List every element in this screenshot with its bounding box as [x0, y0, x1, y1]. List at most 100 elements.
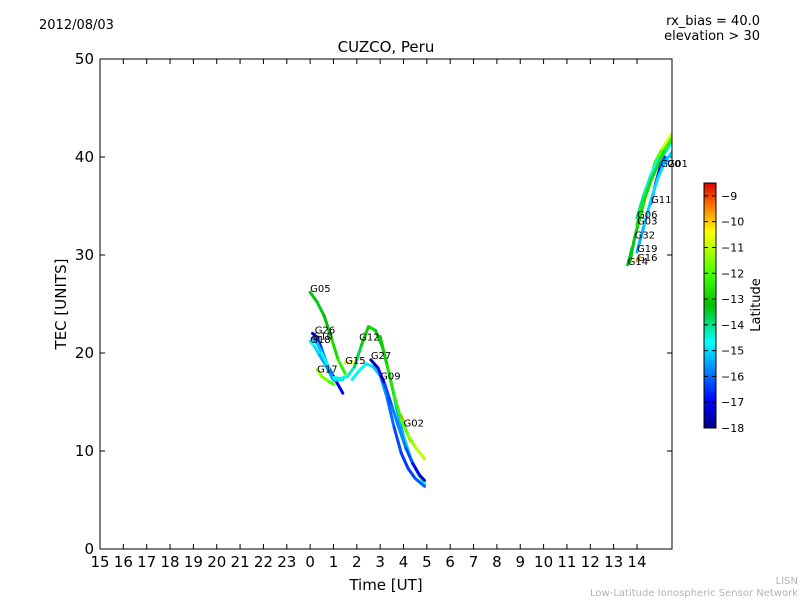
series-segment: [392, 393, 403, 422]
x-tick-label: 13: [604, 553, 623, 571]
series-segment: [411, 462, 422, 477]
series-segment: [413, 445, 427, 461]
colorbar-tick-label: −9: [721, 190, 737, 203]
series-segment: [635, 224, 646, 254]
x-tick-label: 21: [231, 553, 250, 571]
x-tick-label: 0: [305, 553, 315, 571]
series-segment: [663, 136, 672, 151]
x-tick-label: 5: [422, 553, 432, 571]
series-segment: [397, 425, 408, 450]
series-g09: [369, 358, 427, 482]
series-label: G16: [637, 253, 657, 264]
series-segment: [357, 362, 368, 373]
series-label: G17: [317, 365, 337, 376]
x-tick-label: 7: [469, 553, 479, 571]
y-tick-label: 20: [75, 344, 94, 362]
series-g14: [626, 245, 634, 267]
series-segment: [649, 176, 660, 202]
series-segment: [315, 341, 324, 355]
y-tick-label: 0: [84, 540, 94, 558]
date-label: 2012/08/03: [39, 18, 114, 33]
series-segment: [404, 446, 415, 466]
lisn-short: LISN: [775, 576, 798, 587]
colorbar-tick-label: −12: [721, 267, 744, 280]
series-g16: [635, 255, 641, 263]
y-axis: 0 10 20 30 40 50: [75, 50, 672, 558]
series-label: G19: [637, 244, 657, 255]
series-segment: [626, 245, 634, 267]
rx-bias-label: rx_bias = 40.0: [666, 14, 760, 29]
series-segment: [317, 353, 328, 369]
x-tick-label: 4: [399, 553, 409, 571]
series-label: G18: [310, 335, 330, 346]
y-axis-label: TEC [UNITS]: [52, 259, 70, 351]
series-label: G27: [371, 351, 391, 362]
series-segment: [369, 358, 380, 370]
series-segment: [327, 379, 335, 386]
series-segment: [315, 335, 324, 351]
series-segment: [313, 345, 321, 357]
x-axis: 15 16 17 18 19 20 21 22 23 0 1 2 3 4 5 6 7 8 9 10 11 12 13 14: [90, 59, 647, 571]
series-label: G03: [637, 217, 657, 228]
series-label: G15: [345, 356, 365, 367]
series-label: G26: [315, 325, 335, 336]
series-segment: [320, 351, 331, 370]
series-segment: [406, 433, 417, 449]
series-label: G12: [359, 332, 379, 343]
x-tick-label: 17: [137, 553, 156, 571]
series-segment: [406, 467, 417, 480]
series-g18: [308, 339, 345, 382]
series-segment: [635, 192, 646, 220]
series-label: G06: [637, 210, 657, 221]
series-g05: [308, 290, 347, 376]
x-tick-label: 22: [254, 553, 273, 571]
x-tick-label: 14: [627, 553, 646, 571]
series-segment: [385, 364, 396, 397]
series-label: G09: [380, 371, 400, 382]
series-label: G14: [628, 257, 648, 268]
x-axis-label: Time [UT]: [348, 576, 422, 594]
colorbar-ticks: −9 −10 −11 −12 −13 −14 −15 −16 −17 −18: [704, 190, 744, 435]
colorbar-tick-label: −13: [721, 293, 744, 306]
elevation-label: elevation > 30: [664, 29, 760, 44]
series-label: G05: [310, 284, 330, 295]
series-segment: [336, 358, 347, 376]
series-segment: [661, 131, 672, 150]
series-segment: [392, 425, 403, 455]
series-segment: [642, 198, 653, 228]
x-tick-label: 15: [90, 553, 109, 571]
colorbar-tick-label: −16: [721, 370, 744, 383]
colorbar-label: Latitude: [749, 278, 764, 332]
series-g02b: [378, 334, 427, 461]
series-segment: [376, 366, 387, 386]
lisn-full: Low-Latitude Ionospheric Sensor Network: [590, 588, 798, 599]
y-tick-label: 10: [75, 442, 94, 460]
colorbar-tick-label: −17: [721, 396, 744, 409]
x-tick-label: 1: [329, 553, 339, 571]
x-tick-label: 16: [114, 553, 133, 571]
series-label: G01: [667, 159, 687, 170]
series-segment: [649, 158, 660, 177]
series-label: G10: [312, 331, 332, 342]
series-label: G11: [651, 195, 671, 206]
x-tick-label: 2: [352, 553, 362, 571]
series-label: G20: [660, 159, 680, 170]
x-tick-label: 9: [515, 553, 525, 571]
series-label: G02: [404, 419, 424, 430]
series-segment: [308, 290, 319, 304]
series-segment: [649, 163, 660, 183]
x-tick-label: 3: [375, 553, 385, 571]
series-segment: [322, 314, 333, 339]
chart-title: CUZCO, Peru: [338, 38, 435, 56]
series-segment: [654, 146, 665, 163]
series-g17: [315, 368, 335, 386]
series-segment: [418, 474, 427, 482]
x-tick-label: 10: [534, 553, 553, 571]
colorbar-tick-label: −11: [721, 241, 744, 254]
x-tick-label: 19: [184, 553, 203, 571]
series-segment: [343, 360, 354, 365]
series-segment: [635, 255, 641, 263]
colorbar-tick-label: −15: [721, 345, 744, 358]
series-segment: [329, 335, 340, 362]
